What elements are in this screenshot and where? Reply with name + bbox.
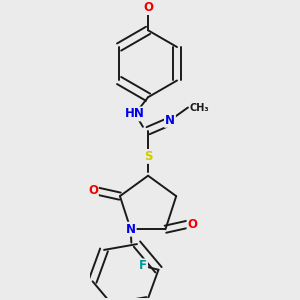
Text: O: O — [143, 1, 153, 14]
Text: N: N — [126, 223, 136, 236]
Text: CH₃: CH₃ — [189, 103, 209, 112]
Text: HN: HN — [125, 107, 145, 120]
Text: N: N — [165, 114, 175, 127]
Text: O: O — [88, 184, 98, 197]
Text: F: F — [139, 260, 147, 272]
Text: O: O — [188, 218, 197, 231]
Text: S: S — [144, 150, 152, 163]
